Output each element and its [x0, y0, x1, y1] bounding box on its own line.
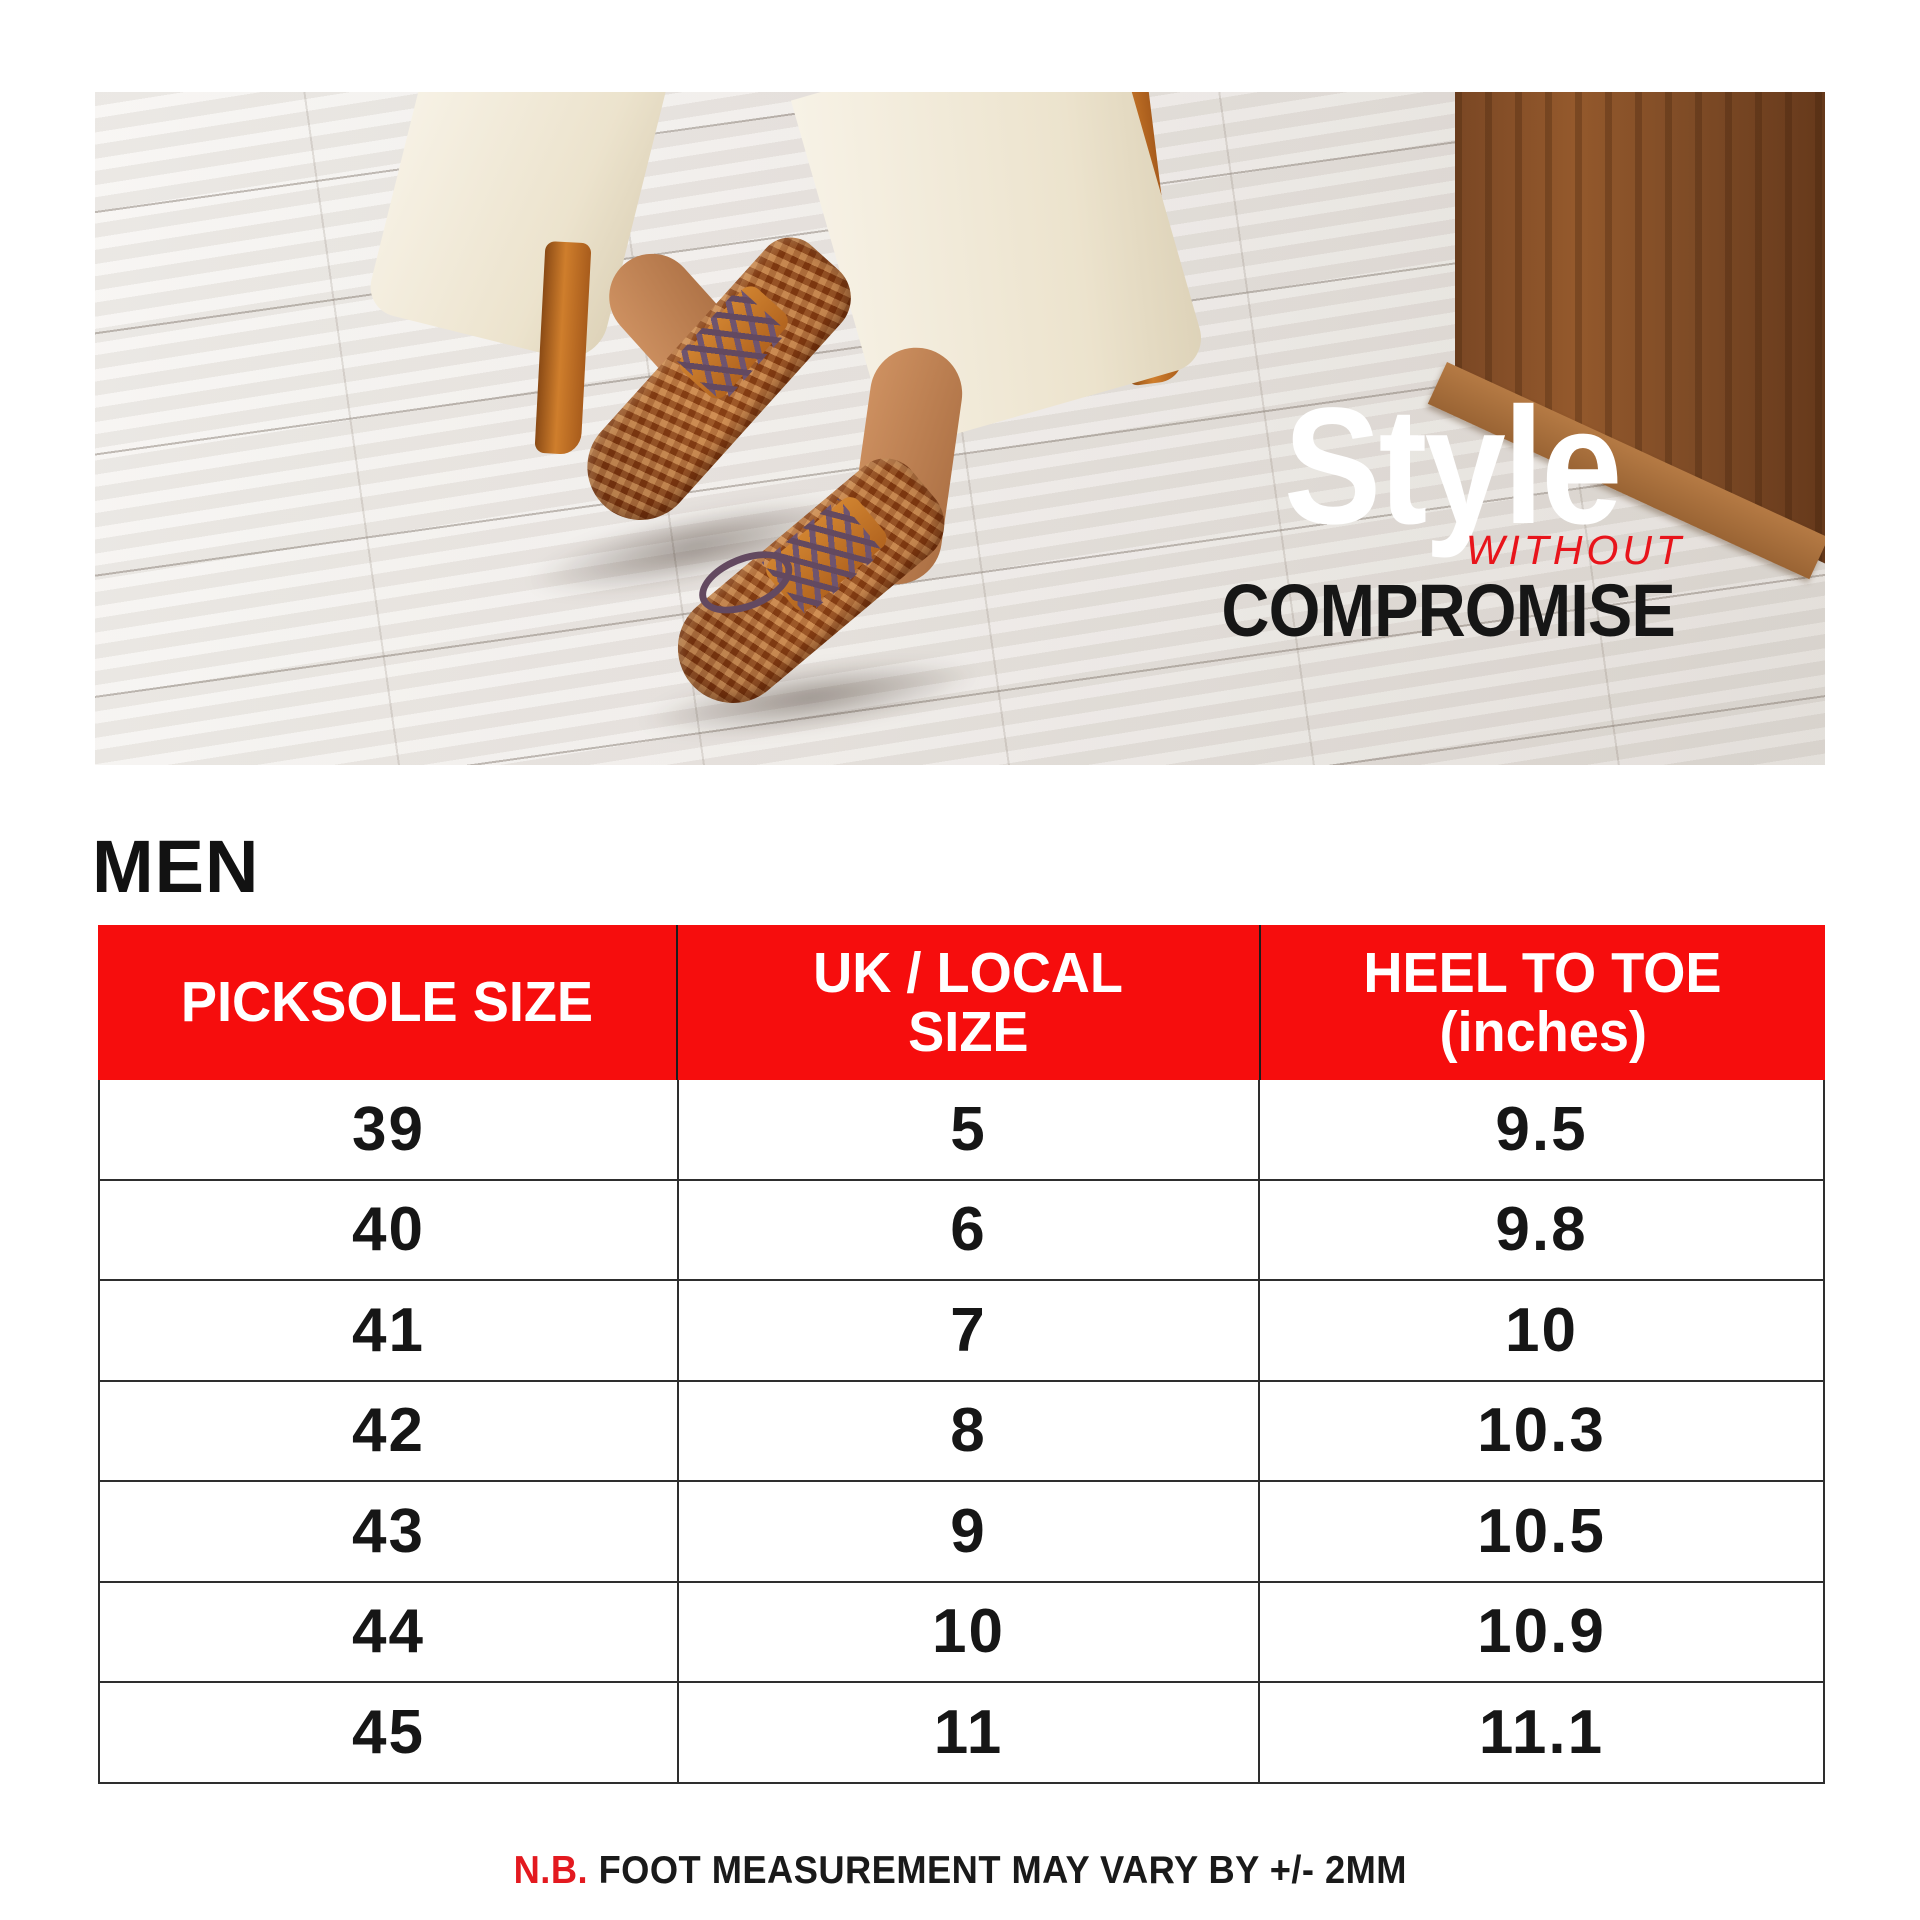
measurement-footnote: N.B. FOOT MEASUREMENT MAY VARY BY +/- 2M…	[0, 1848, 1920, 1895]
cell-heel-to-toe: 10	[1257, 1281, 1823, 1380]
hero-tagline-compromise: COMPROMISE	[1221, 569, 1675, 652]
cell-picksole-size: 40	[352, 1195, 425, 1265]
cell-heel-to-toe: 10.3	[1257, 1381, 1823, 1480]
table-row: 40 6 9.8	[100, 1180, 1823, 1281]
table-row: 39 5 9.5	[100, 1080, 1823, 1181]
header-cell-picksole-size: PICKSOLE SIZE	[98, 925, 676, 1080]
table-body: 39 5 9.5 40 6 9.8 41 7 10 42 8 10.3 43 9	[98, 1080, 1825, 1784]
table-row: 43 9 10.5	[100, 1482, 1823, 1583]
cell-uk-size: 10	[676, 1582, 1258, 1681]
header-line: UK / LOCAL	[813, 940, 1124, 1005]
cell-heel-to-toe: 9.8	[1257, 1180, 1823, 1279]
cell-picksole-size: 43	[352, 1496, 425, 1566]
cell-uk-size: 5	[676, 1080, 1258, 1179]
header-line: HEEL TO TOE	[1363, 940, 1722, 1005]
table-header-row: PICKSOLE SIZE UK / LOCAL SIZE HEEL TO TO…	[98, 925, 1825, 1080]
footnote-text: FOOT MEASUREMENT MAY VARY BY +/- 2MM	[587, 1849, 1407, 1892]
section-title-men: MEN	[92, 825, 260, 908]
cell-uk-size: 6	[676, 1180, 1258, 1279]
cell-picksole-size: 44	[352, 1597, 425, 1667]
hero-photo: Style WITHOUT COMPROMISE	[95, 92, 1825, 765]
cell-picksole-size: 42	[352, 1396, 425, 1466]
cell-picksole-size: 45	[352, 1697, 425, 1767]
header-cell-uk-local-size: UK / LOCAL SIZE	[676, 925, 1258, 1080]
cell-heel-to-toe: 10.5	[1257, 1482, 1823, 1581]
cell-heel-to-toe: 10.9	[1257, 1582, 1823, 1681]
header-line: PICKSOLE SIZE	[181, 970, 594, 1034]
header-line: (inches)	[1439, 999, 1647, 1064]
cell-heel-to-toe: 9.5	[1257, 1080, 1823, 1179]
cell-uk-size: 11	[676, 1683, 1258, 1782]
hero-tagline-style: Style	[1284, 374, 1623, 559]
cell-heel-to-toe: 11.1	[1257, 1683, 1823, 1782]
header-cell-heel-to-toe: HEEL TO TOE (inches)	[1258, 925, 1825, 1080]
hero-tagline-without: WITHOUT	[1465, 527, 1685, 573]
footnote-text-wrap: N.B. FOOT MEASUREMENT MAY VARY BY +/- 2M…	[513, 1848, 1406, 1895]
table-row: 45 11 11.1	[100, 1683, 1823, 1782]
cell-uk-size: 8	[676, 1381, 1258, 1480]
table-row: 44 10 10.9	[100, 1582, 1823, 1683]
table-row: 42 8 10.3	[100, 1381, 1823, 1482]
header-line: SIZE	[908, 999, 1029, 1064]
table-row: 41 7 10	[100, 1281, 1823, 1382]
footnote-nb-label: N.B.	[513, 1849, 588, 1892]
cell-uk-size: 7	[676, 1281, 1258, 1380]
cell-picksole-size: 39	[352, 1094, 425, 1164]
cell-picksole-size: 41	[352, 1295, 425, 1365]
cell-uk-size: 9	[676, 1482, 1258, 1581]
mens-size-table: PICKSOLE SIZE UK / LOCAL SIZE HEEL TO TO…	[98, 925, 1825, 1784]
